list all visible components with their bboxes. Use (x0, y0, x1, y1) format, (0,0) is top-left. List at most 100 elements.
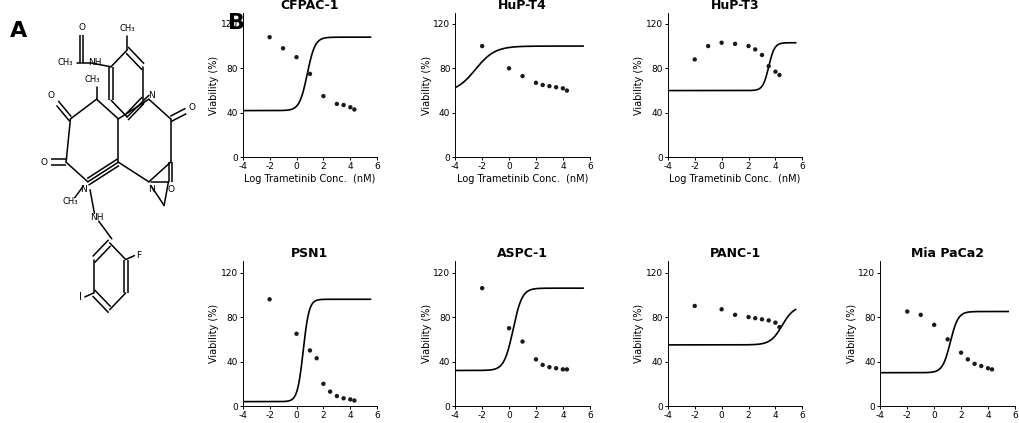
Point (959, 356, 975, 363)
Y-axis label: Viability (%): Viability (%) (209, 55, 219, 115)
Point (965, 360, 981, 367)
Point (558, 366, 575, 373)
Text: CH₃: CH₃ (85, 75, 100, 84)
Point (979, 365, 996, 372)
Point (514, 73, 530, 80)
Point (335, 102, 352, 108)
Point (547, 365, 564, 372)
Title: ASPC-1: ASPC-1 (496, 247, 547, 260)
Point (770, 71, 787, 78)
Point (500, 325, 517, 332)
Point (547, 84, 564, 91)
Point (558, 87, 575, 94)
Point (740, 314, 756, 321)
Point (686, 302, 702, 309)
Point (554, 366, 571, 373)
Point (740, 43, 756, 49)
Point (288, 330, 305, 337)
Text: NH: NH (88, 58, 101, 67)
Point (712, 306, 729, 313)
Point (322, 388, 338, 395)
Text: N: N (148, 185, 154, 194)
Text: O: O (78, 23, 85, 32)
Point (727, 41, 743, 47)
Title: HuP-T3: HuP-T3 (710, 0, 759, 11)
Title: PANC-1: PANC-1 (709, 247, 760, 260)
Title: PSN1: PSN1 (291, 247, 328, 260)
Point (760, 317, 776, 324)
Point (712, 39, 729, 46)
Point (261, 296, 277, 303)
Text: B: B (228, 13, 246, 33)
Point (288, 54, 305, 60)
Text: I: I (79, 292, 82, 302)
Point (345, 106, 362, 113)
Y-axis label: Viability (%): Viability (%) (422, 304, 431, 363)
Point (341, 396, 358, 403)
Text: F: F (137, 251, 142, 260)
Title: CFPAC-1: CFPAC-1 (280, 0, 339, 11)
Text: NH: NH (90, 213, 103, 222)
Point (345, 397, 362, 404)
Point (315, 93, 331, 99)
Text: O: O (189, 103, 196, 112)
Point (541, 364, 557, 371)
Point (315, 380, 331, 387)
Title: HuP-T4: HuP-T4 (497, 0, 546, 11)
Text: CH₃: CH₃ (119, 24, 135, 33)
Point (534, 362, 550, 368)
X-axis label: Log Trametinib Conc.  (nM): Log Trametinib Conc. (nM) (457, 174, 588, 184)
Point (912, 311, 928, 318)
Text: O: O (41, 158, 48, 167)
Text: O: O (167, 185, 174, 194)
Point (727, 311, 743, 318)
Y-axis label: Viability (%): Viability (%) (634, 304, 644, 363)
Point (753, 52, 769, 58)
Point (474, 43, 490, 49)
Point (898, 308, 914, 315)
Point (328, 393, 344, 399)
Point (527, 80, 543, 86)
Y-axis label: Viability (%): Viability (%) (209, 304, 219, 363)
Point (554, 85, 571, 92)
Point (760, 63, 776, 69)
Point (972, 363, 988, 369)
Point (527, 356, 543, 363)
Point (534, 82, 550, 88)
Y-axis label: Viability (%): Viability (%) (846, 304, 856, 363)
Y-axis label: Viability (%): Viability (%) (422, 55, 431, 115)
Point (938, 336, 955, 343)
Y-axis label: Viability (%): Viability (%) (634, 55, 644, 115)
Point (328, 101, 344, 107)
Point (925, 321, 942, 328)
Point (302, 347, 318, 354)
Point (686, 56, 702, 63)
Point (514, 338, 530, 345)
Point (766, 319, 783, 326)
Text: N: N (148, 91, 154, 100)
Point (746, 46, 762, 53)
Point (500, 65, 517, 72)
Point (308, 355, 324, 362)
Point (302, 71, 318, 77)
Point (474, 285, 490, 291)
Point (746, 315, 762, 321)
Point (335, 395, 352, 402)
Point (699, 43, 715, 49)
Text: N: N (81, 185, 87, 194)
Text: CH₃: CH₃ (62, 197, 78, 206)
Point (341, 104, 358, 111)
Point (275, 45, 291, 52)
X-axis label: Log Trametinib Conc.  (nM): Log Trametinib Conc. (nM) (668, 174, 800, 184)
Text: CH₃: CH₃ (57, 58, 72, 67)
Title: Mia PaCa2: Mia PaCa2 (910, 247, 983, 260)
Point (753, 316, 769, 323)
Text: A: A (9, 21, 26, 41)
Point (983, 366, 1000, 373)
Point (766, 68, 783, 75)
X-axis label: Log Trametinib Conc.  (nM): Log Trametinib Conc. (nM) (244, 174, 375, 184)
Point (261, 34, 277, 41)
Text: O: O (47, 91, 54, 100)
Point (541, 83, 557, 90)
Point (952, 349, 968, 356)
